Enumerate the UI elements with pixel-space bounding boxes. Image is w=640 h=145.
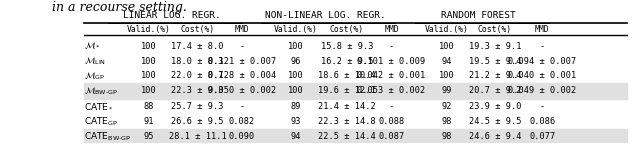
Text: 98: 98 (441, 117, 452, 126)
Text: RANDOM FOREST: RANDOM FOREST (441, 11, 516, 20)
Bar (84, 129, 627, 145)
Text: 99: 99 (441, 86, 452, 95)
Text: 100: 100 (288, 71, 303, 80)
Text: 100: 100 (141, 42, 157, 51)
Text: 88: 88 (143, 102, 154, 111)
Text: $\mathcal{M}_*$: $\mathcal{M}_*$ (84, 41, 100, 51)
Text: -: - (239, 42, 244, 51)
Text: 21.4 ± 14.2: 21.4 ± 14.2 (318, 102, 376, 111)
Text: 28.1 ± 11.1: 28.1 ± 11.1 (168, 132, 227, 141)
Text: 17.4 ± 8.0: 17.4 ± 8.0 (171, 42, 223, 51)
Text: 0.101 ± 0.009: 0.101 ± 0.009 (357, 57, 426, 66)
Text: 16.2 ± 9.5: 16.2 ± 9.5 (321, 57, 373, 66)
Text: 92: 92 (441, 102, 452, 111)
Text: 21.2 ± 9.4: 21.2 ± 9.4 (468, 71, 521, 80)
Text: Cost(%): Cost(%) (330, 25, 364, 34)
Text: 0.088: 0.088 (378, 117, 404, 126)
Text: Valid.(%): Valid.(%) (127, 25, 171, 34)
Text: 25.7 ± 9.3: 25.7 ± 9.3 (171, 102, 223, 111)
Text: 96: 96 (291, 57, 301, 66)
Text: MMD: MMD (235, 25, 250, 34)
Text: 19.3 ± 9.1: 19.3 ± 9.1 (468, 42, 521, 51)
Text: $\mathcal{M}_{\mathrm{GP}}$: $\mathcal{M}_{\mathrm{GP}}$ (84, 70, 105, 82)
Text: 22.5 ± 14.4: 22.5 ± 14.4 (318, 132, 376, 141)
Text: $\mathrm{CATE}_{\mathrm{BW\text{-}GP}}$: $\mathrm{CATE}_{\mathrm{BW\text{-}GP}}$ (84, 130, 131, 143)
Text: $\mathrm{CATE}_*$: $\mathrm{CATE}_*$ (84, 102, 114, 111)
Text: -: - (540, 42, 545, 51)
Text: $\mathcal{M}_{\mathrm{BW\text{-}GP}}$: $\mathcal{M}_{\mathrm{BW\text{-}GP}}$ (84, 85, 118, 97)
Text: 0.049 ± 0.002: 0.049 ± 0.002 (508, 86, 577, 95)
Text: in a recourse setting.: in a recourse setting. (52, 1, 187, 14)
Text: 89: 89 (291, 102, 301, 111)
Text: 0.053 ± 0.002: 0.053 ± 0.002 (357, 86, 426, 95)
Text: 0.050 ± 0.002: 0.050 ± 0.002 (208, 86, 276, 95)
Text: 100: 100 (288, 86, 303, 95)
Text: 100: 100 (438, 71, 454, 80)
Text: 19.6 ± 12.1: 19.6 ± 12.1 (318, 86, 376, 95)
Text: 0.077: 0.077 (529, 132, 556, 141)
Text: 98: 98 (441, 132, 452, 141)
Text: Valid.(%): Valid.(%) (274, 25, 317, 34)
Text: 19.5 ± 9.4: 19.5 ± 9.4 (468, 57, 521, 66)
Text: 18.6 ± 10.4: 18.6 ± 10.4 (318, 71, 376, 80)
Text: 18.0 ± 8.3: 18.0 ± 8.3 (171, 57, 223, 66)
Text: 100: 100 (141, 57, 157, 66)
Text: 15.8 ± 9.3: 15.8 ± 9.3 (321, 42, 373, 51)
Text: Cost(%): Cost(%) (478, 25, 512, 34)
Text: -: - (540, 102, 545, 111)
Text: 94: 94 (291, 132, 301, 141)
Text: 94: 94 (441, 57, 452, 66)
Text: Cost(%): Cost(%) (180, 25, 214, 34)
Text: LINEAR LOG. REGR.: LINEAR LOG. REGR. (123, 11, 221, 20)
Text: 23.9 ± 9.0: 23.9 ± 9.0 (468, 102, 521, 111)
Text: MMD: MMD (535, 25, 550, 34)
Text: 0.128 ± 0.004: 0.128 ± 0.004 (208, 71, 276, 80)
Text: 95: 95 (143, 132, 154, 141)
Bar (84, 83, 627, 99)
Text: 0.087: 0.087 (378, 132, 404, 141)
Text: MMD: MMD (384, 25, 399, 34)
Text: 26.6 ± 9.5: 26.6 ± 9.5 (171, 117, 223, 126)
Text: 100: 100 (141, 86, 157, 95)
Text: -: - (389, 102, 394, 111)
Text: 93: 93 (291, 117, 301, 126)
Text: 24.5 ± 9.5: 24.5 ± 9.5 (468, 117, 521, 126)
Text: 100: 100 (288, 42, 303, 51)
Text: 0.121 ± 0.007: 0.121 ± 0.007 (208, 57, 276, 66)
Text: 0.090: 0.090 (229, 132, 255, 141)
Text: 22.3 ± 14.8: 22.3 ± 14.8 (318, 117, 376, 126)
Text: -: - (389, 42, 394, 51)
Text: 100: 100 (438, 42, 454, 51)
Text: $\mathcal{M}_{\mathrm{LIN}}$: $\mathcal{M}_{\mathrm{LIN}}$ (84, 55, 106, 67)
Text: 0.094 ± 0.007: 0.094 ± 0.007 (508, 57, 577, 66)
Text: 20.7 ± 9.2: 20.7 ± 9.2 (468, 86, 521, 95)
Text: NON-LINEAR LOG. REGR.: NON-LINEAR LOG. REGR. (265, 11, 385, 20)
Text: 22.3 ± 9.3: 22.3 ± 9.3 (171, 86, 223, 95)
Text: 91: 91 (143, 117, 154, 126)
Text: 0.082: 0.082 (229, 117, 255, 126)
Text: Valid.(%): Valid.(%) (424, 25, 468, 34)
Text: 100: 100 (141, 71, 157, 80)
Text: -: - (239, 102, 244, 111)
Text: 0.086: 0.086 (529, 117, 556, 126)
Text: 24.6 ± 9.4: 24.6 ± 9.4 (468, 132, 521, 141)
Text: 0.042 ± 0.001: 0.042 ± 0.001 (357, 71, 426, 80)
Text: 0.040 ± 0.001: 0.040 ± 0.001 (508, 71, 577, 80)
Text: $\mathrm{CATE}_{\mathrm{GP}}$: $\mathrm{CATE}_{\mathrm{GP}}$ (84, 115, 118, 128)
Text: 22.0 ± 8.7: 22.0 ± 8.7 (171, 71, 223, 80)
